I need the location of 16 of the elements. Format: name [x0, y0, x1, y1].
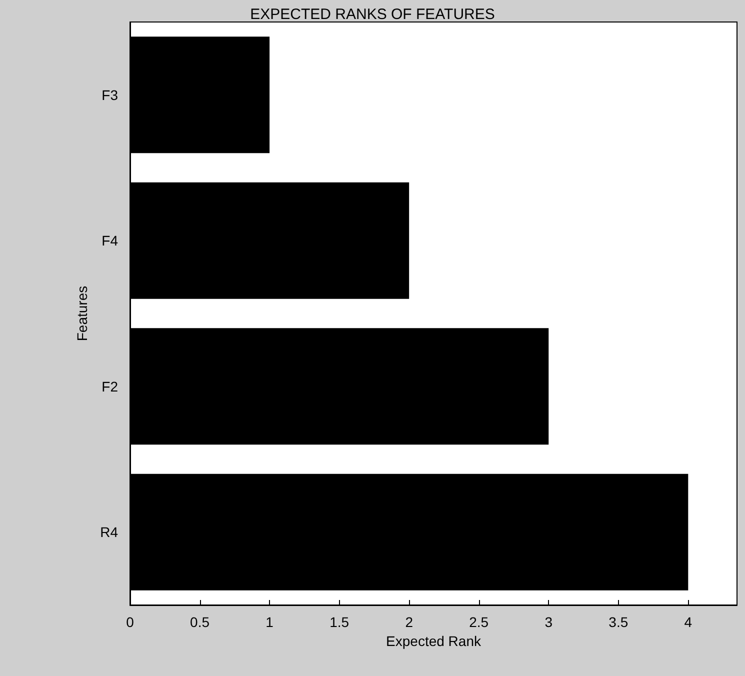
y-tick-label: R4	[100, 524, 118, 540]
x-tick-label: 3	[544, 614, 553, 630]
y-axis-title: Features	[74, 286, 90, 342]
x-tick-label: 3.5	[608, 614, 628, 630]
x-tick-label: 0	[126, 614, 134, 630]
x-tick-label: 1.5	[330, 614, 350, 630]
chart-title: EXPECTED RANKS OF FEATURES	[250, 6, 495, 23]
x-tick-label: 0.5	[190, 614, 210, 630]
x-tick-label: 2	[405, 614, 414, 630]
y-tick-label: F4	[102, 232, 118, 249]
x-tick-label: 2.5	[469, 614, 489, 630]
x-tick-label: 4	[684, 614, 692, 630]
y-tick-label: F2	[102, 378, 118, 394]
x-axis-title: Expected Rank	[386, 632, 482, 649]
y-tick-label: F3	[102, 86, 118, 103]
x-tick-label: 1	[266, 614, 274, 630]
